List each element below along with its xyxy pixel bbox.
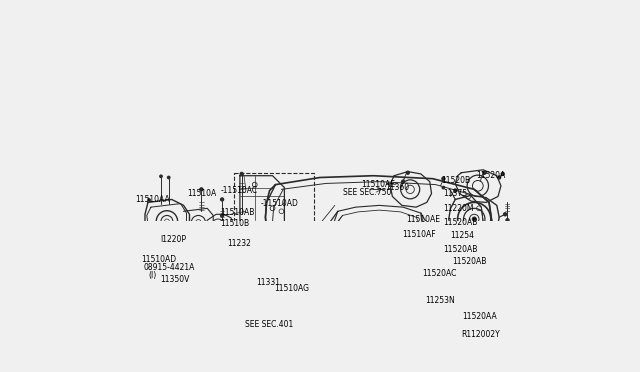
Circle shape: [506, 270, 508, 273]
Circle shape: [506, 246, 508, 248]
Circle shape: [442, 177, 445, 180]
Text: 11510B: 11510B: [220, 219, 250, 228]
Text: 11520B: 11520B: [442, 176, 471, 185]
Text: 11360: 11360: [385, 183, 410, 192]
Circle shape: [139, 273, 143, 276]
Text: 11520A: 11520A: [476, 171, 506, 180]
Text: 08915-4421A: 08915-4421A: [143, 263, 195, 272]
Text: 11520AA: 11520AA: [462, 312, 497, 321]
Circle shape: [216, 222, 220, 227]
Text: 11510A: 11510A: [188, 189, 217, 198]
Circle shape: [483, 171, 486, 174]
Circle shape: [454, 189, 457, 192]
Text: 11520AB: 11520AB: [452, 257, 486, 266]
Circle shape: [501, 248, 504, 251]
Text: SEE SEC.750: SEE SEC.750: [342, 187, 391, 196]
Circle shape: [349, 279, 353, 282]
Text: 11510AF: 11510AF: [402, 230, 435, 239]
Text: (I): (I): [148, 271, 156, 280]
Circle shape: [168, 176, 170, 179]
Text: R112002Y: R112002Y: [461, 330, 500, 339]
Circle shape: [240, 173, 243, 176]
Text: 11350V: 11350V: [160, 275, 189, 284]
Text: 11220M: 11220M: [443, 203, 474, 212]
Text: 11510AB: 11510AB: [220, 208, 255, 217]
Text: SEE SEC.401: SEE SEC.401: [244, 320, 293, 329]
Text: 11254: 11254: [451, 231, 474, 240]
Circle shape: [221, 198, 223, 201]
Circle shape: [406, 171, 410, 174]
Text: 11331: 11331: [257, 278, 280, 287]
Text: 11510AE: 11510AE: [362, 180, 396, 189]
Circle shape: [221, 232, 223, 235]
Text: 11510AE: 11510AE: [406, 215, 440, 224]
Circle shape: [148, 199, 150, 201]
Text: 11375: 11375: [443, 189, 467, 198]
Circle shape: [173, 274, 176, 277]
Circle shape: [442, 186, 445, 189]
Text: 11520AB: 11520AB: [443, 245, 477, 254]
Circle shape: [200, 188, 203, 191]
Text: 11253N: 11253N: [425, 296, 455, 305]
Circle shape: [506, 254, 509, 257]
Circle shape: [160, 175, 162, 177]
Circle shape: [472, 217, 476, 221]
Circle shape: [502, 234, 506, 237]
Circle shape: [428, 267, 431, 271]
Text: 11510AD: 11510AD: [141, 254, 176, 264]
Text: 11510AG: 11510AG: [275, 284, 309, 293]
Text: 11520AC: 11520AC: [422, 269, 457, 278]
Circle shape: [501, 173, 504, 176]
Text: -11510AC: -11510AC: [221, 186, 258, 195]
Circle shape: [506, 219, 509, 222]
Text: 11510AA: 11510AA: [135, 195, 170, 204]
Text: 11232: 11232: [227, 239, 251, 248]
Circle shape: [504, 213, 507, 216]
Circle shape: [477, 260, 480, 263]
Circle shape: [401, 180, 404, 183]
Text: -11510AD: -11510AD: [260, 199, 298, 208]
Circle shape: [164, 219, 170, 224]
Text: 11520AB: 11520AB: [443, 218, 477, 227]
Circle shape: [221, 231, 223, 233]
Circle shape: [221, 214, 223, 217]
Text: I1220P: I1220P: [160, 235, 186, 244]
Circle shape: [498, 176, 500, 179]
Circle shape: [502, 301, 506, 304]
